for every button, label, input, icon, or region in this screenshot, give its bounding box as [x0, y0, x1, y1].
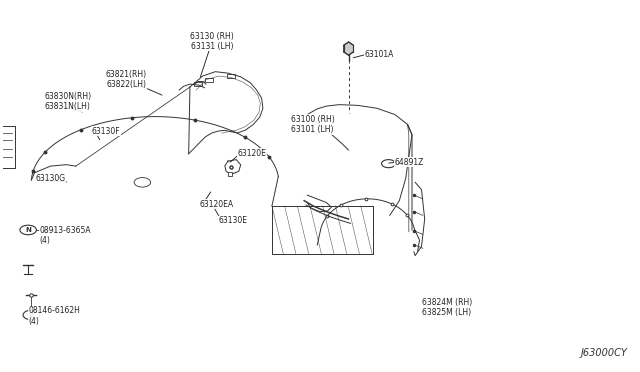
Text: J63000CY: J63000CY	[581, 348, 628, 358]
Bar	[227, 74, 235, 78]
Text: 63130 (RH)
63131 (LH): 63130 (RH) 63131 (LH)	[190, 32, 234, 51]
Text: 08913-6365A
(4): 08913-6365A (4)	[40, 226, 92, 245]
Text: 63821(RH)
63822(LH): 63821(RH) 63822(LH)	[106, 70, 147, 89]
Bar	[205, 77, 212, 82]
Text: 63824M (RH)
63825M (LH): 63824M (RH) 63825M (LH)	[422, 298, 472, 317]
Text: 63120E: 63120E	[237, 148, 266, 157]
Text: 63120EA: 63120EA	[200, 200, 234, 209]
Text: 63130G: 63130G	[36, 174, 66, 183]
Text: 64891Z: 64891Z	[395, 158, 424, 167]
Text: N: N	[25, 227, 31, 233]
Text: 08146-6162H
(4): 08146-6162H (4)	[28, 307, 80, 326]
Text: 63100 (RH)
63101 (LH): 63100 (RH) 63101 (LH)	[291, 115, 335, 134]
Text: 63130F: 63130F	[92, 126, 120, 135]
Polygon shape	[344, 42, 353, 55]
Text: B: B	[29, 312, 34, 318]
Bar	[195, 82, 202, 86]
Text: 63830N(RH)
63831N(LH): 63830N(RH) 63831N(LH)	[44, 92, 91, 112]
Text: 63130E: 63130E	[218, 216, 248, 225]
Text: 63101A: 63101A	[364, 49, 394, 58]
